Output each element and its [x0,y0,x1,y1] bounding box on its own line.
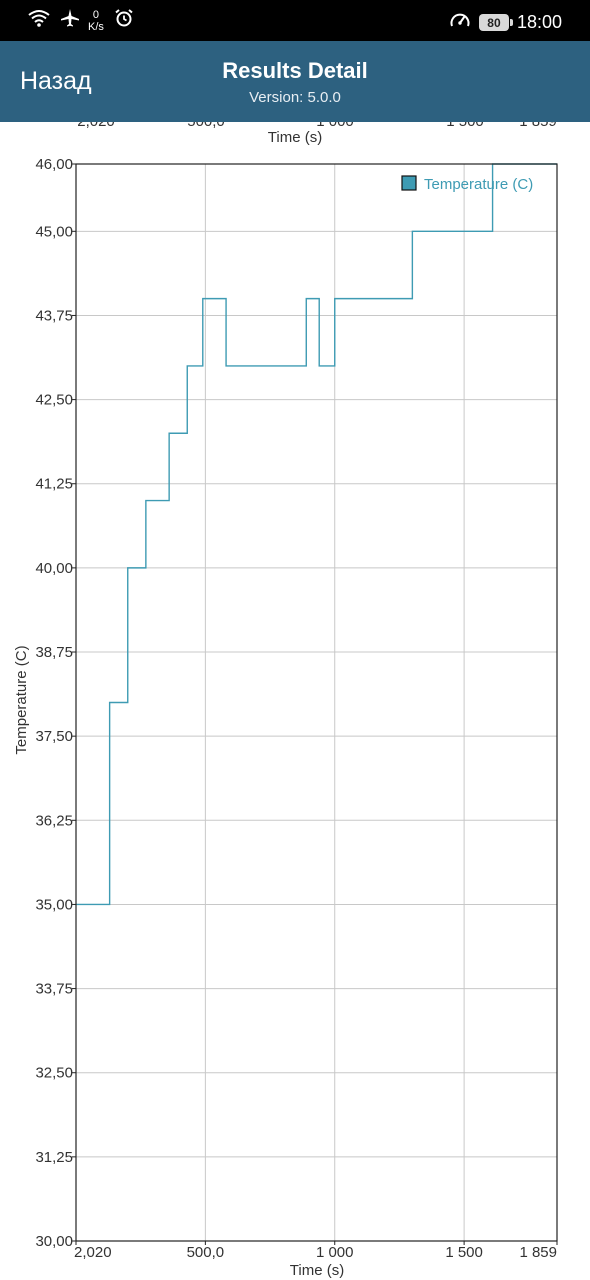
previous-chart-axis: 2,020 500,0 1 000 1 500 1 859 Time (s) [0,122,590,152]
y-tick-label: 31,25 [35,1149,73,1166]
chart-legend: Temperature (C) [401,175,533,193]
speedometer-icon [449,10,471,35]
y-tick-label: 45,00 [35,223,73,240]
y-tick-label: 38,75 [35,644,73,661]
temperature-series-line [76,163,557,906]
y-tick-label: 30,00 [35,1233,73,1250]
network-speed: 0 K/s [88,9,104,33]
y-tick-label: 41,25 [35,476,73,493]
previous-x-tick: 2,020 [77,122,115,130]
network-speed-value: 0 [92,8,100,21]
page-title: Results Detail [222,58,368,83]
status-bar: 0 K/s 80 18:00 [0,0,590,41]
y-tick-label: 46,00 [35,156,73,173]
chart-grid [75,163,558,1242]
alarm-icon [114,8,134,33]
wifi-icon [28,9,50,32]
previous-x-axis-label: Time (s) [267,129,323,146]
previous-x-tick: 1 500 [446,122,484,130]
legend-swatch [401,175,417,191]
version-label: Version: 5.0.0 [249,89,341,106]
battery-level: 80 [487,15,501,30]
y-tick-label: 40,00 [35,560,73,577]
y-axis-ticks: 30,00 31,25 32,50 33,75 35,00 36,25 37,50 38,75… [35,156,76,1250]
y-tick-label: 37,50 [35,728,73,745]
legend-label: Temperature (C) [424,176,533,193]
x-tick-label: 500,0 [187,1244,225,1261]
y-axis-label: Temperature (C) [13,645,30,754]
network-speed-unit: K/s [88,20,104,33]
y-tick-label: 32,50 [35,1065,73,1082]
y-tick-label: 42,50 [35,392,73,409]
x-axis-label: Time (s) [290,1262,344,1279]
x-tick-label: 1 859 [519,1244,557,1261]
back-button[interactable]: Назад [20,67,92,95]
previous-x-tick: 500,0 [187,122,225,130]
x-tick-label: 2,020 [74,1244,112,1261]
battery-indicator: 80 [478,14,513,31]
y-tick-label: 43,75 [35,307,73,324]
y-tick-label: 33,75 [35,981,73,998]
airplane-mode-icon [60,8,80,33]
y-tick-label: 35,00 [35,896,73,913]
app-bar: Назад Results Detail Version: 5.0.0 [0,41,590,122]
previous-x-tick: 1 000 [316,122,354,130]
x-tick-label: 1 500 [445,1244,483,1261]
y-tick-label: 36,25 [35,812,73,829]
status-clock: 18:00 [516,12,562,32]
x-tick-label: 1 000 [316,1244,354,1261]
x-axis-ticks: 2,020 500,0 1 000 1 500 1 859 [74,1241,558,1261]
previous-x-tick: 1 859 [519,122,557,130]
plot-frame [75,163,558,1242]
